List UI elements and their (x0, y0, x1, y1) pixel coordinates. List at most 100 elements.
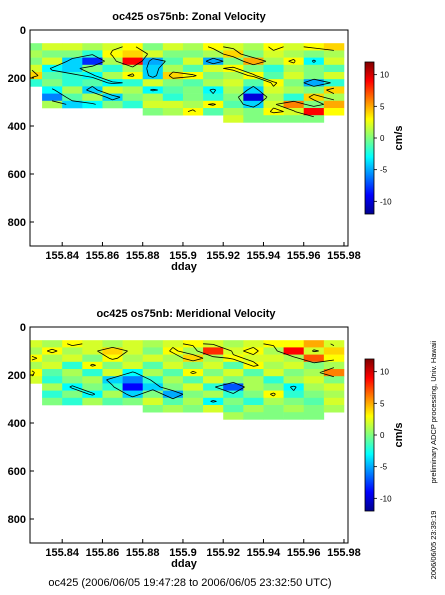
data-cell (283, 72, 305, 80)
data-cell (82, 390, 103, 399)
data-cell (323, 405, 345, 413)
data-cell (62, 50, 83, 58)
zonal-contour-lines (31, 46, 335, 118)
data-cell (182, 369, 204, 377)
data-cell (303, 397, 325, 406)
data-cell (263, 115, 284, 123)
data-cell (323, 72, 345, 80)
colorbar-tick-label: -10 (380, 494, 392, 503)
data-cell (303, 376, 325, 384)
data-cell (62, 79, 83, 87)
data-cell (223, 57, 244, 66)
zonal-x-axis: 155.84 155.86 155.88 155.9 155.92 155.94 155.9… (45, 242, 361, 262)
data-cell (323, 43, 345, 51)
data-cell (283, 354, 305, 363)
data-cell (62, 390, 83, 399)
data-cell (102, 86, 123, 94)
data-cell (223, 390, 244, 399)
colorbar-tick-label: -5 (380, 166, 388, 175)
data-cell (42, 390, 63, 399)
colorbar-tick-label: 0 (380, 134, 385, 143)
data-cell (30, 64, 43, 73)
data-cell (82, 93, 103, 102)
data-cell (263, 354, 284, 363)
data-cell (223, 93, 244, 102)
data-cell (42, 100, 63, 109)
meridional-colorbar-scale (364, 358, 375, 512)
data-cell (102, 354, 123, 363)
data-cell (203, 397, 224, 406)
data-cell (323, 390, 345, 399)
data-cell (323, 108, 345, 116)
data-cell (62, 347, 83, 355)
x-tick-label: 155.86 (86, 250, 120, 262)
meridional-data-cells (30, 340, 345, 420)
data-cell (223, 361, 244, 370)
data-cell (82, 376, 103, 384)
data-cell (42, 369, 63, 377)
data-cell (122, 100, 144, 109)
data-cell (62, 340, 83, 348)
data-cell (82, 383, 103, 391)
data-cell (102, 72, 123, 80)
data-cell (203, 43, 224, 51)
zonal-colorbar-ticks: 10 5 0 -5 -10 (374, 71, 392, 206)
data-cell (42, 43, 63, 51)
data-cell (162, 376, 184, 384)
data-cell (303, 93, 325, 102)
data-cell (323, 369, 345, 377)
data-cell (42, 79, 63, 87)
data-cell (42, 361, 63, 370)
data-cell (162, 43, 184, 51)
data-cell (263, 108, 284, 116)
data-cell (303, 340, 325, 348)
contour-line (31, 46, 335, 118)
data-cell (182, 390, 204, 399)
data-cell (323, 361, 345, 370)
zonal-data-cells (30, 43, 345, 123)
data-cell (122, 50, 144, 58)
data-cell (142, 376, 164, 384)
data-cell (303, 57, 325, 66)
data-cell (102, 100, 123, 109)
data-cell (323, 86, 345, 94)
data-cell (182, 57, 204, 66)
data-cell (142, 79, 164, 87)
data-cell (283, 93, 305, 102)
data-cell (162, 369, 184, 377)
data-cell (142, 347, 164, 355)
x-tick-label: 155.88 (126, 547, 160, 559)
data-cell (223, 354, 244, 363)
data-cell (182, 50, 204, 58)
data-cell (203, 50, 224, 58)
data-cell (203, 390, 224, 399)
data-cell (62, 397, 83, 406)
x-tick-label: 155.84 (45, 250, 80, 262)
data-cell (243, 108, 264, 116)
data-cell (263, 405, 284, 413)
contour-line (31, 343, 335, 397)
data-cell (323, 376, 345, 384)
data-cell (62, 376, 83, 384)
x-tick-label: 155.88 (126, 250, 160, 262)
data-cell (162, 390, 184, 399)
data-cell (122, 64, 144, 73)
data-cell (122, 57, 144, 66)
data-cell (82, 100, 103, 109)
data-cell (323, 383, 345, 391)
data-cell (283, 361, 305, 370)
data-cell (223, 64, 244, 73)
data-cell (323, 340, 345, 348)
colorbar-tick-label: 5 (380, 399, 385, 408)
data-cell (323, 64, 345, 73)
meridional-xlabel: dday (171, 558, 198, 570)
data-cell (203, 86, 224, 94)
data-cell (82, 354, 103, 363)
x-tick-label: 155.96 (287, 250, 321, 262)
data-cell (30, 79, 43, 87)
zonal-velocity-panel: oc425 os75nb: Zonal Velocity 155.84 155.8… (8, 11, 405, 273)
data-cell (323, 347, 345, 355)
data-cell (162, 405, 184, 413)
data-cell (263, 383, 284, 391)
